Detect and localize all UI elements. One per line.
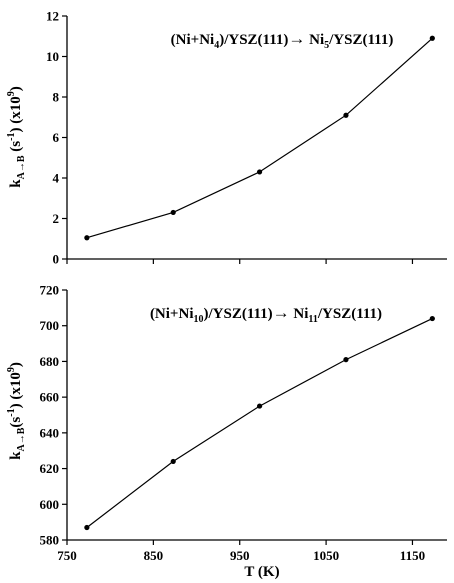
- top-data-point: [343, 112, 349, 118]
- top-y-tick-label: 0: [53, 252, 60, 267]
- bottom-y-tick-label: 640: [40, 425, 60, 440]
- bottom-y-axis-title: kA→B(s-1) (x109): [6, 362, 27, 460]
- bottom-axes: [66, 290, 447, 541]
- top-series-line: [86, 37, 433, 239]
- top-data-point: [429, 35, 435, 41]
- top-series: [84, 35, 435, 241]
- top-ticks: 0 2 4 6 8 10 12: [46, 9, 414, 267]
- bottom-data-point: [343, 357, 349, 363]
- bottom-x-tick-label: 850: [144, 548, 164, 563]
- top-data-point: [170, 209, 176, 216]
- bottom-x-tick-label: 750: [57, 548, 77, 563]
- bottom-x-tick-label: 1050: [313, 548, 339, 563]
- bottom-ticks: 580 600 620 640 660 680 700 720 750 850 950 1050 115…: [40, 283, 426, 564]
- top-data-point: [84, 235, 90, 241]
- bottom-y-tick-label: 720: [40, 283, 60, 298]
- top-y-axis-title: kA→B (s-1) (x109): [6, 86, 27, 187]
- top-axes: [66, 16, 447, 260]
- bottom-data-point: [84, 524, 90, 531]
- top-y-tick-label: 10: [46, 49, 59, 64]
- bottom-series: [84, 315, 435, 531]
- top-y-tick-label: 2: [53, 211, 60, 226]
- bottom-data-point: [256, 403, 263, 409]
- top-annotation: (Ni+Ni4)/YSZ(111)→ Ni5/YSZ(111): [171, 29, 394, 51]
- bottom-data-point: [170, 458, 176, 465]
- bottom-x-tick-label: 950: [230, 548, 250, 563]
- top-y-tick-label: 6: [53, 130, 60, 145]
- top-panel: 0 2 4 6 8 10 12 (Ni+Ni4)/YSZ(111)→ Ni5/YSZ(111…: [6, 9, 447, 267]
- bottom-x-tick-label: 1150: [400, 548, 425, 563]
- bottom-data-point: [429, 315, 435, 322]
- top-data-point: [256, 169, 263, 175]
- top-y-tick-label: 8: [53, 90, 60, 105]
- top-y-tick-label: 4: [53, 171, 60, 186]
- bottom-y-tick-label: 620: [40, 461, 60, 476]
- bottom-annotation: (Ni+Ni10)/YSZ(111)→ Ni11/YSZ(111): [150, 303, 382, 325]
- bottom-y-tick-label: 680: [40, 354, 60, 369]
- bottom-y-tick-label: 580: [40, 533, 60, 548]
- bottom-y-tick-label: 600: [40, 497, 60, 512]
- top-y-tick-label: 12: [46, 9, 59, 24]
- bottom-y-tick-label: 660: [40, 390, 60, 405]
- bottom-series-line: [86, 318, 433, 528]
- x-axis-title: T (K): [244, 564, 279, 580]
- bottom-y-tick-label: 700: [40, 318, 60, 333]
- bottom-panel: 580 600 620 640 660 680 700 720 750 850 950 1050 115…: [6, 283, 447, 580]
